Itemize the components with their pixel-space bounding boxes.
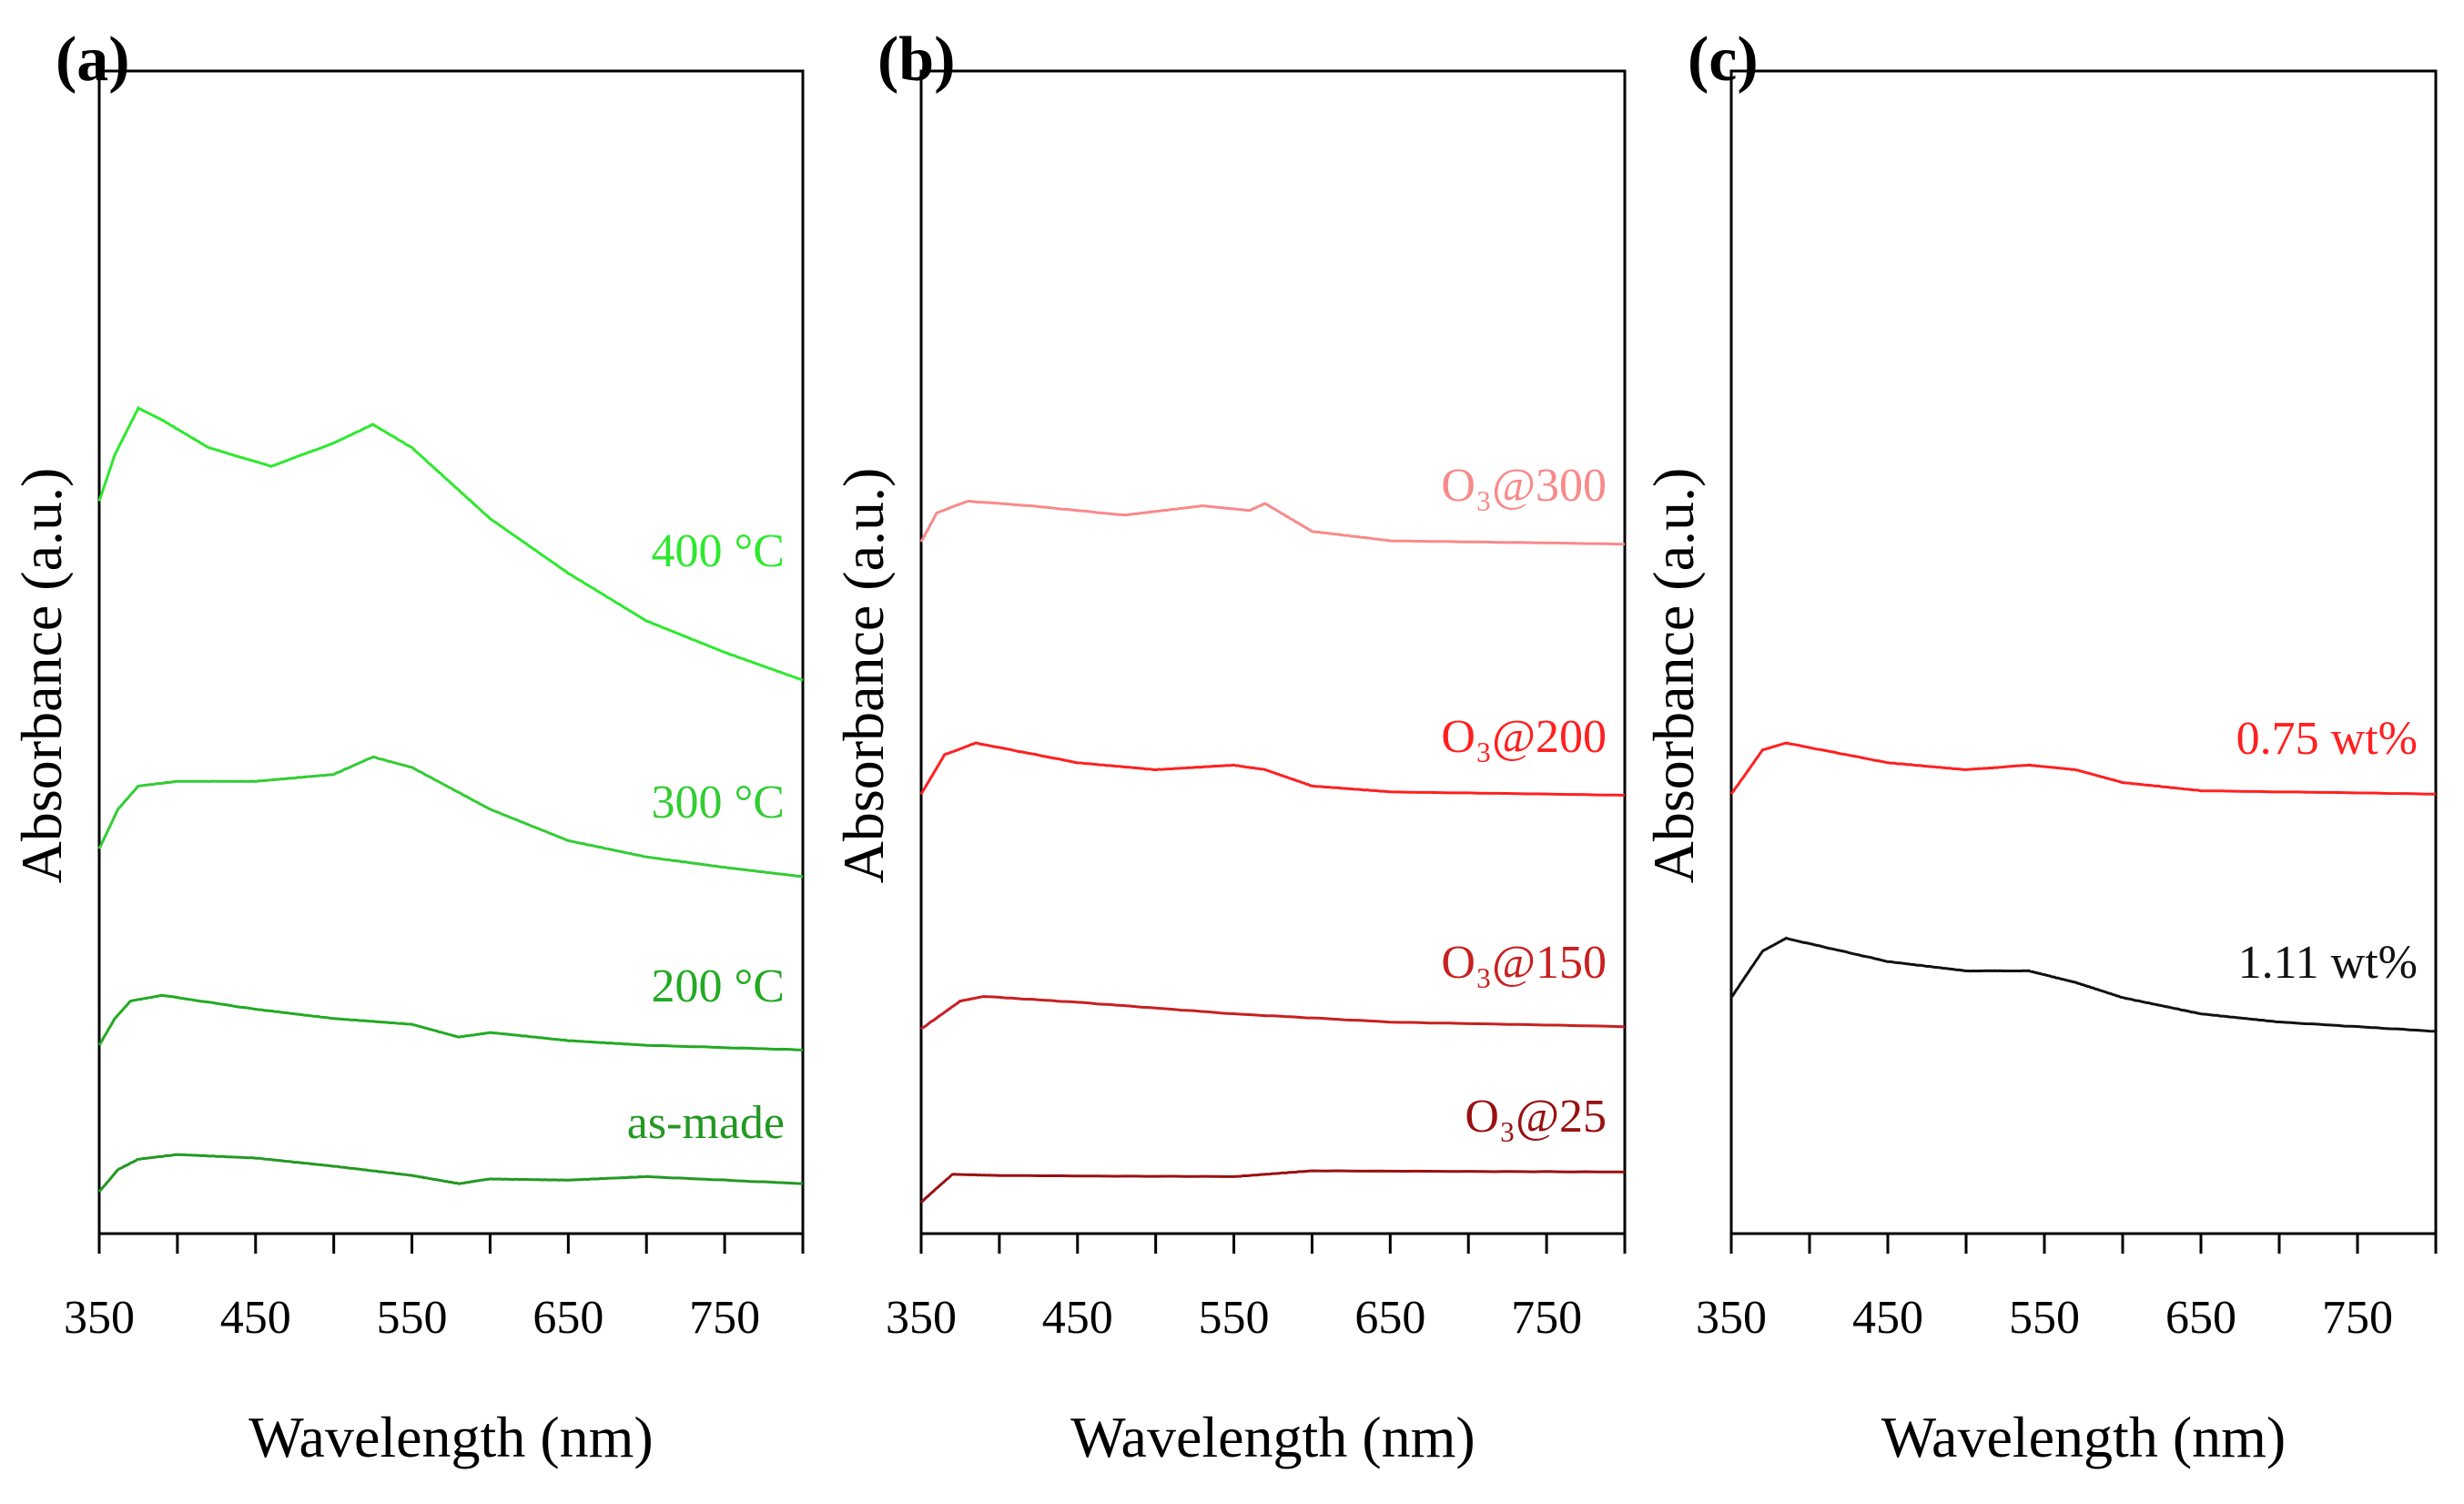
x-axis-title: Wavelength (nm) [1881,1405,2286,1469]
panel-b: 350 450 550 650 750 Wavelength (nm) Absorbance… [831,25,1627,1469]
panel-label: (b) [877,25,956,95]
x-tick-label: 650 [2165,1292,2236,1344]
panel-a: 350 450 550 650 750 Wavelength (nm) Absorbance… [9,25,805,1469]
x-tick-label: 750 [689,1292,760,1344]
panel-label: (a) [56,25,130,95]
plot-frame [1729,69,2438,1235]
series-label: 200 °C [652,960,785,1012]
x-tick-label: 750 [1511,1292,1582,1344]
series-line [1729,936,2437,1033]
x-tick-label: 550 [1199,1292,1270,1344]
series-label: 400 °C [652,525,785,577]
series-label: O₃@200 [1441,711,1607,763]
plot-frame [97,69,805,1235]
series-label: O₃@25 [1465,1091,1607,1143]
series-line [97,1153,804,1193]
x-axis-title: Wavelength (nm) [1070,1405,1475,1469]
x-tick-label: 550 [2009,1292,2080,1344]
series-label: 0.75 wt% [2236,713,2418,765]
x-tick-label: 350 [64,1292,135,1344]
x-tick-label: 350 [886,1292,957,1344]
series-line [97,405,804,682]
series-line [919,741,1626,798]
plot-frame [919,69,1627,1235]
x-tick-label: 450 [220,1292,291,1344]
x-tick-label: 650 [532,1292,603,1344]
x-tick-label: 750 [2322,1292,2393,1344]
x-tick-label: 450 [1042,1292,1113,1344]
y-axis-title: Absorbance (a.u.) [831,468,896,884]
y-axis-title: Absorbance (a.u.) [9,468,74,884]
x-axis-title: Wavelength (nm) [248,1405,653,1469]
series-label: 1.11 wt% [2238,937,2418,989]
series-line [97,993,804,1052]
x-tick-label: 350 [1696,1292,1767,1344]
y-axis-title: Absorbance (a.u.) [1641,468,1706,884]
series-line [920,1169,1626,1204]
series-label: O₃@300 [1441,460,1607,512]
series-label: O₃@150 [1441,937,1607,989]
series-label: 300 °C [652,777,785,828]
x-tick-label: 650 [1354,1292,1425,1344]
series-line [919,500,1626,546]
series-line [97,755,804,879]
series-line [1729,741,2437,796]
panel-c: 350 450 550 650 750 Wavelength (nm) Absorbance… [1641,25,2438,1469]
series-label: as-made [627,1097,785,1149]
x-tick-label: 550 [377,1292,448,1344]
series-line [920,995,1626,1031]
panel-label: (c) [1688,25,1759,95]
x-tick-label: 450 [1852,1292,1923,1344]
